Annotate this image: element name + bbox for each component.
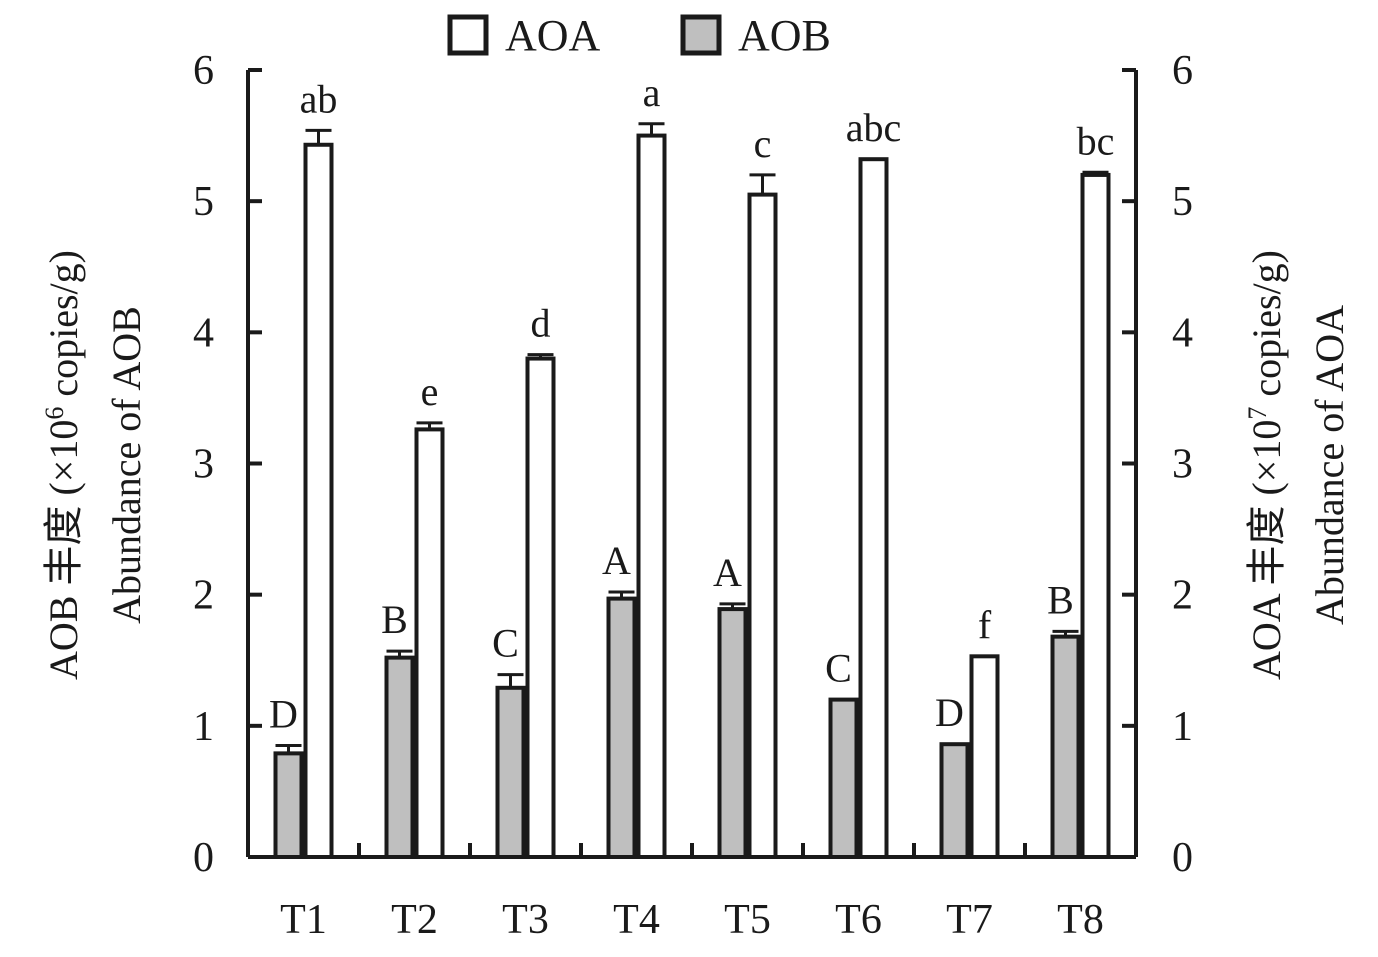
- letter-aob-t1: D: [269, 692, 298, 737]
- bars: [273, 122, 1111, 860]
- legend-swatch-aob: [680, 14, 722, 56]
- category-label-t4: T4: [613, 897, 660, 943]
- letter-aob-t8: B: [1047, 577, 1074, 622]
- letter-aoa-t4: a: [643, 70, 661, 115]
- right-axis-title-line2: Abundance of AOA: [1307, 305, 1352, 625]
- left-tick-label-3: 3: [193, 442, 214, 488]
- right-tick-label-0: 0: [1172, 835, 1193, 881]
- bar-aoa-t1: [303, 142, 334, 859]
- category-label-t6: T6: [835, 897, 882, 943]
- bar-aob-t6: [828, 697, 859, 859]
- legend-swatch-aoa: [447, 14, 489, 56]
- letter-aoa-t2: e: [421, 369, 439, 414]
- bar-aob-t5: [717, 607, 748, 859]
- left-axis-title-line2: Abundance of AOB: [104, 306, 149, 624]
- right-tick-label-5: 5: [1172, 179, 1193, 225]
- category-label-t5: T5: [724, 897, 771, 943]
- letter-aob-t6: C: [825, 646, 852, 691]
- letter-aob-t4: A: [602, 538, 631, 583]
- axes: [246, 68, 1138, 859]
- left-axis-title-line1: AOB 丰度 (×106 copies/g): [40, 250, 87, 680]
- bar-aob-t4: [606, 596, 637, 860]
- letter-aob-t7: D: [935, 690, 964, 735]
- bar-aoa-t4: [636, 133, 667, 860]
- letter-aoa-t6: abc: [846, 105, 902, 150]
- right-tick-label-2: 2: [1172, 573, 1193, 619]
- bar-aoa-t2: [414, 427, 445, 859]
- legend-label-aob: AOB: [738, 11, 831, 60]
- right-tick-label-6: 6: [1172, 48, 1193, 94]
- letter-aob-t3: C: [492, 621, 519, 666]
- letter-aob-t2: B: [381, 597, 408, 642]
- axis-titles: AOB 丰度 (×106 copies/g) Abundance of AOB …: [40, 250, 1353, 680]
- bar-aoa-t3: [525, 356, 556, 859]
- letter-aoa-t3: d: [531, 301, 551, 346]
- bar-aob-t3: [495, 685, 526, 859]
- category-label-t8: T8: [1057, 897, 1104, 943]
- letter-aoa-t1: ab: [300, 76, 338, 121]
- right-tick-label-3: 3: [1172, 442, 1193, 488]
- category-label-t2: T2: [391, 897, 438, 943]
- left-tick-label-0: 0: [193, 835, 214, 881]
- letter-aoa-t5: c: [754, 121, 772, 166]
- bar-aoa-t7: [969, 654, 1000, 859]
- letter-aoa-t7: f: [978, 602, 992, 647]
- bar-aob-t8: [1050, 634, 1081, 860]
- left-tick-label-1: 1: [193, 704, 214, 750]
- left-tick-label-2: 2: [193, 573, 214, 619]
- category-label-t1: T1: [280, 897, 327, 943]
- letter-aob-t5: A: [713, 550, 742, 595]
- bar-aoa-t5: [747, 192, 778, 859]
- bar-aob-t2: [384, 655, 415, 859]
- category-label-t7: T7: [946, 897, 993, 943]
- right-axis-title-line1: AOA 丰度 (×107 copies/g): [1243, 250, 1290, 680]
- letter-aoa-t8: bc: [1077, 118, 1115, 163]
- bar-aob-t7: [939, 742, 970, 859]
- right-tick-label-4: 4: [1172, 310, 1193, 356]
- bar-aoa-t6: [858, 157, 889, 859]
- legend: AOA AOB: [447, 11, 831, 60]
- category-label-t3: T3: [502, 897, 549, 943]
- left-tick-label-6: 6: [193, 48, 214, 94]
- legend-label-aoa: AOA: [505, 11, 601, 60]
- left-tick-label-4: 4: [193, 310, 214, 356]
- bar-aoa-t8: [1080, 172, 1111, 859]
- left-tick-label-5: 5: [193, 179, 214, 225]
- bar-aob-t1: [273, 751, 304, 860]
- right-tick-label-1: 1: [1172, 704, 1193, 750]
